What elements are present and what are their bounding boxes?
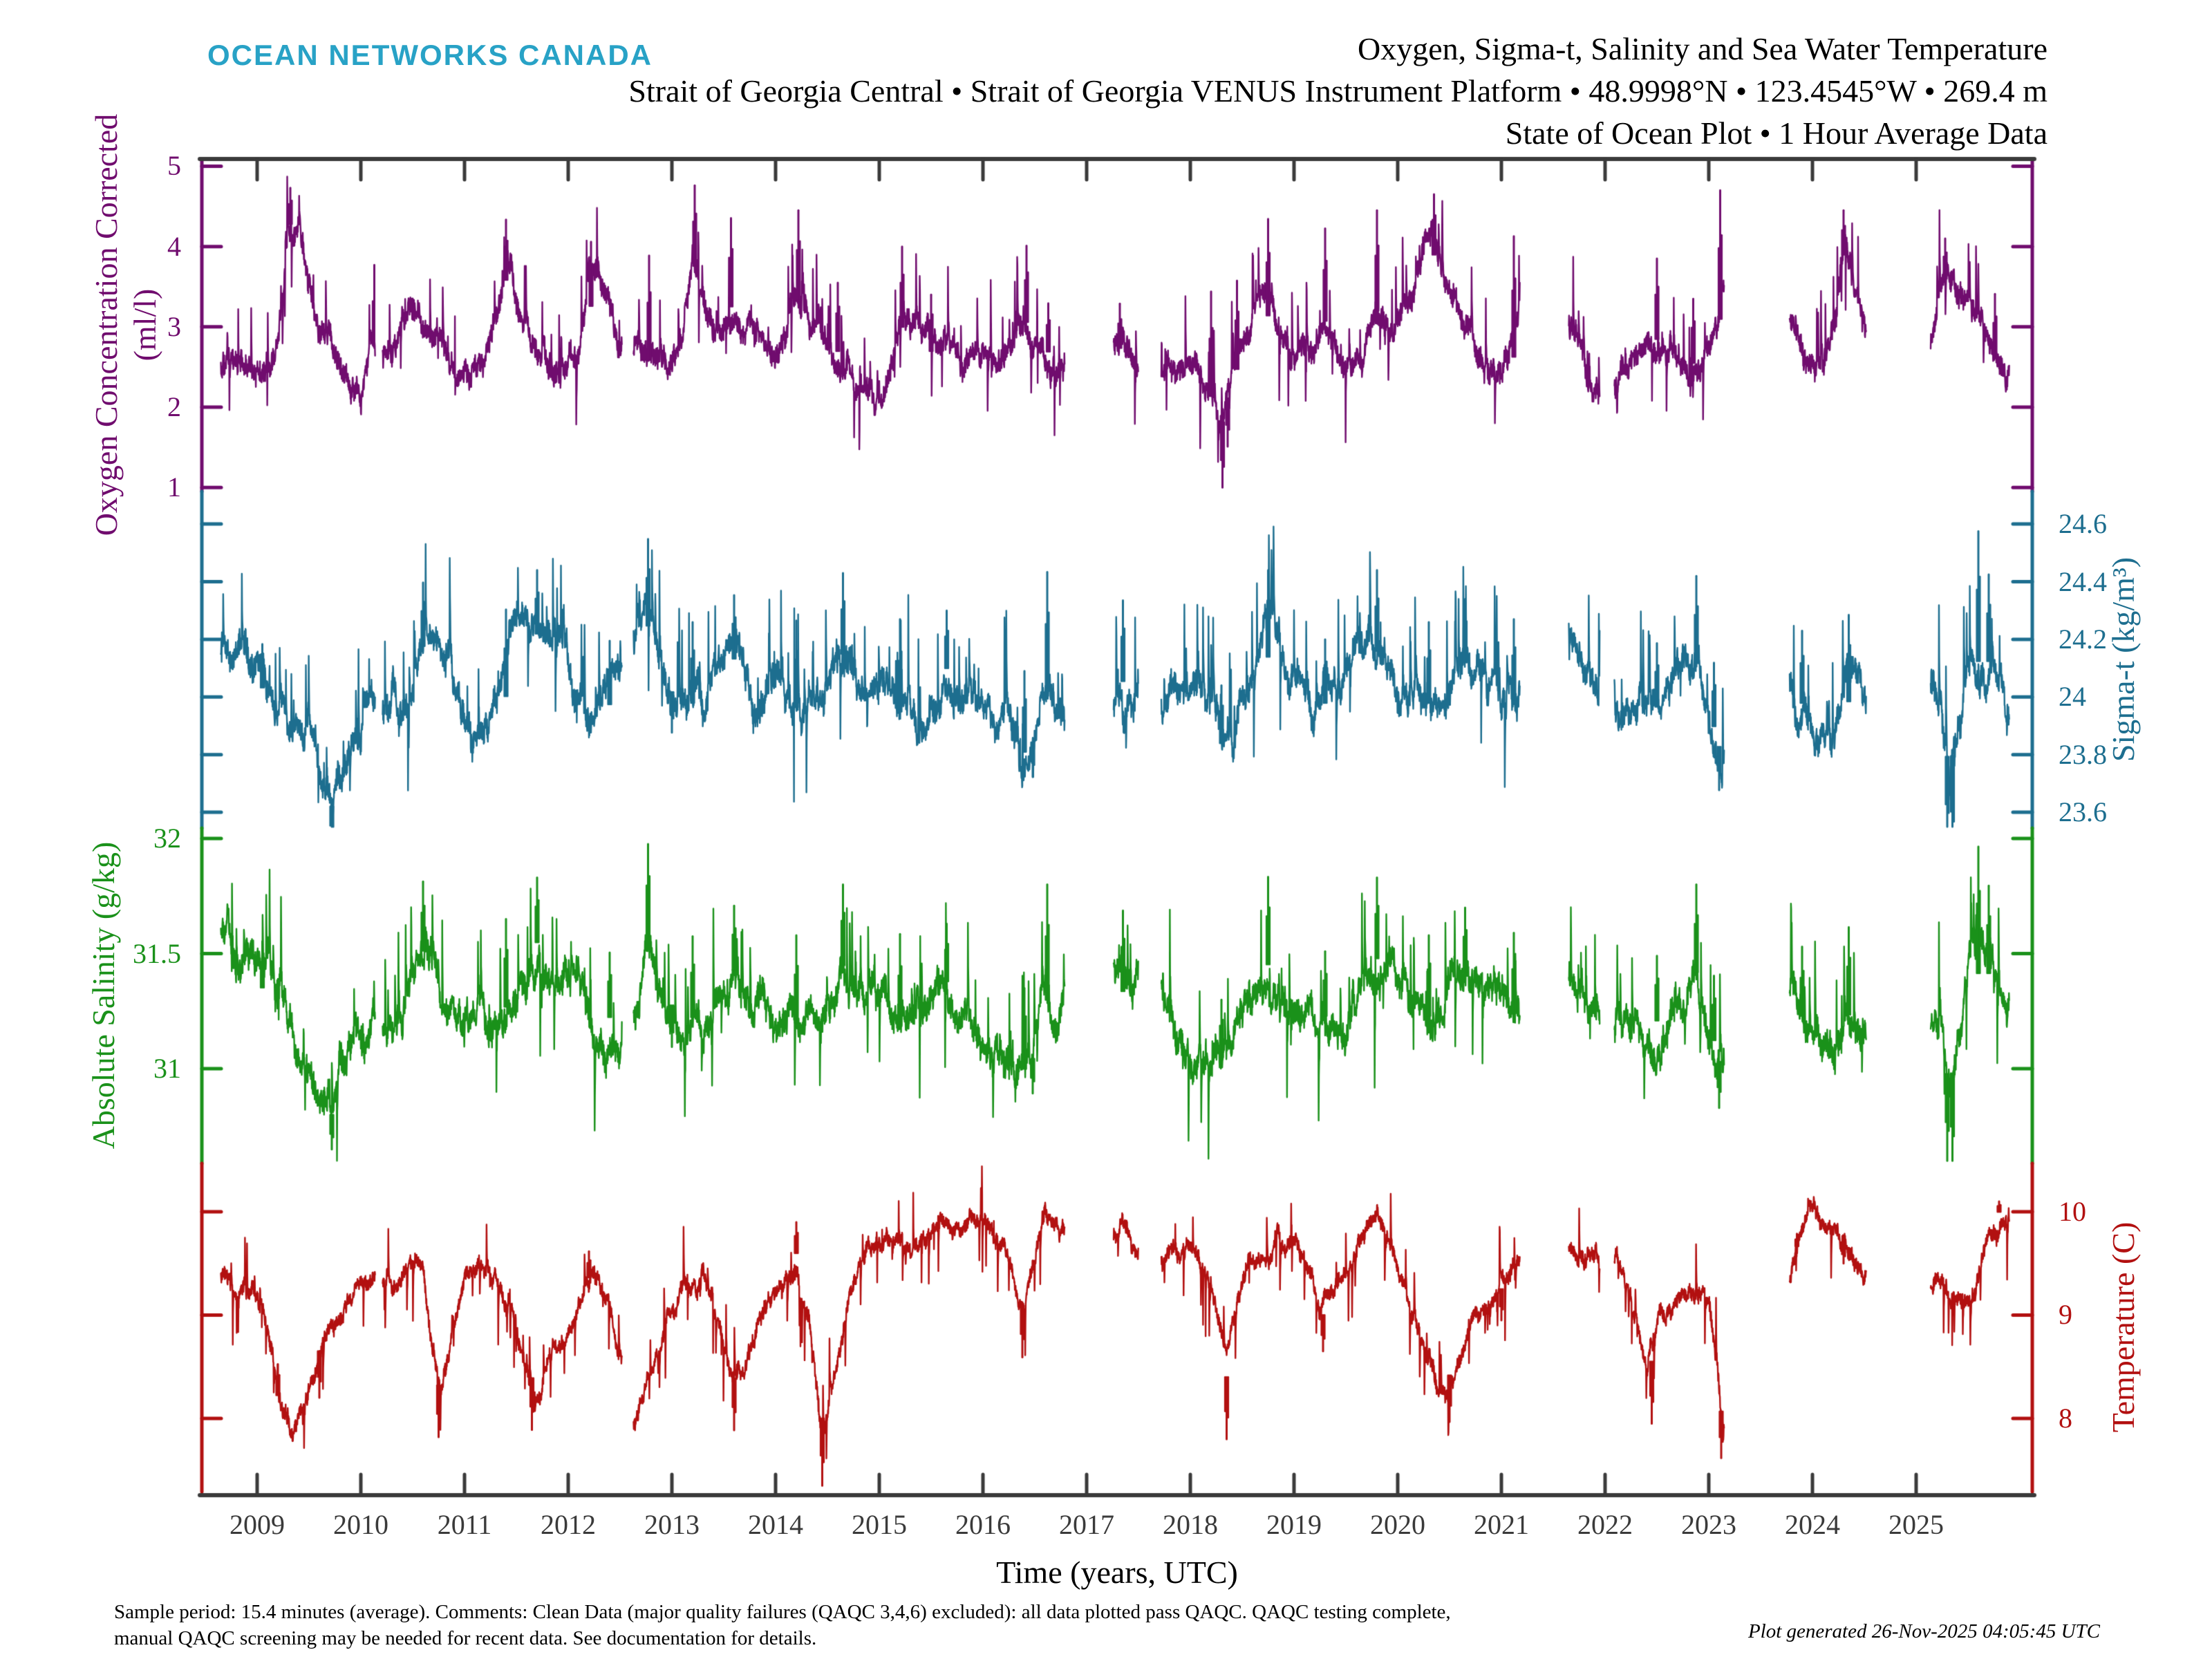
plot-title-line1: Oxygen, Sigma-t, Salinity and Sea Water …: [1357, 31, 2047, 66]
sigmat-tick-label: 23.8: [2059, 738, 2107, 770]
year-tick-label: 2021: [1474, 1509, 1529, 1540]
sigmat-tick-label: 24.6: [2059, 508, 2107, 540]
year-tick-label: 2019: [1266, 1509, 1322, 1540]
year-tick-label: 2020: [1370, 1509, 1425, 1540]
year-tick-label: 2018: [1163, 1509, 1218, 1540]
x-axis-title: Time (years, UTC): [996, 1555, 1238, 1590]
year-tick-label: 2010: [333, 1509, 388, 1540]
title-block: Oxygen, Sigma-t, Salinity and Sea Water …: [628, 28, 2047, 154]
oxygen-tick-label: 3: [167, 310, 181, 342]
salinity-tick-label: 31: [153, 1053, 181, 1085]
plot-title-line3: State of Ocean Plot • 1 Hour Average Dat…: [1505, 115, 2047, 151]
sigmat-tick-label: 24: [2059, 681, 2086, 713]
oxygen-tick-label: 2: [167, 391, 181, 422]
oxygen-tick-label: 5: [167, 150, 181, 182]
oxygen-axis-title-line1: Oxygen Concentration Corrected: [88, 113, 124, 536]
temperature-axis-title: Temperature (C): [2106, 1221, 2141, 1433]
salinity-tick-label: 32: [153, 822, 181, 854]
year-tick-label: 2022: [1577, 1509, 1633, 1540]
year-tick-label: 2009: [229, 1509, 285, 1540]
plot-generated-timestamp: Plot generated 26-Nov-2025 04:05:45 UTC: [1747, 1620, 2100, 1642]
oxygen-tick-label: 4: [167, 230, 181, 262]
sigmat-axis-title: Sigma-t (kg/m³): [2106, 556, 2141, 762]
year-tick-label: 2016: [955, 1509, 1011, 1540]
year-tick-label: 2011: [437, 1509, 492, 1540]
sigmat-tick-label: 24.4: [2059, 565, 2107, 597]
temperature-tick-label: 9: [2059, 1299, 2072, 1331]
year-tick-label: 2024: [1785, 1509, 1840, 1540]
footer-comments-line2: manual QAQC screening may be needed for …: [114, 1627, 817, 1649]
temperature-tick-label: 10: [2059, 1195, 2086, 1227]
year-tick-label: 2014: [748, 1509, 803, 1540]
year-tick-label: 2013: [644, 1509, 700, 1540]
onc-logo: OCEAN NETWORKS CANADA: [207, 39, 653, 71]
salinity-tick-label: 31.5: [133, 937, 181, 969]
sigmat-tick-label: 24.2: [2059, 623, 2107, 655]
oxygen-axis-title-line2: (ml/l): [127, 288, 162, 362]
temperature-tick-label: 8: [2059, 1402, 2072, 1434]
oxygen-axis-title: Oxygen Concentration Corrected (ml/l): [87, 114, 165, 536]
sigmat-tick-label: 23.6: [2059, 796, 2107, 828]
year-tick-label: 2017: [1059, 1509, 1114, 1540]
year-tick-label: 2012: [541, 1509, 596, 1540]
year-tick-label: 2023: [1681, 1509, 1736, 1540]
salinity-axis-title: Absolute Salinity (g/kg): [86, 841, 121, 1150]
plot-title-line2: Strait of Georgia Central • Strait of Ge…: [628, 73, 2047, 109]
oxygen-tick-label: 1: [167, 471, 181, 503]
footer-comments-line1: Sample period: 15.4 minutes (average). C…: [114, 1601, 1451, 1623]
year-tick-label: 2015: [852, 1509, 907, 1540]
year-tick-label: 2025: [1888, 1509, 1944, 1540]
